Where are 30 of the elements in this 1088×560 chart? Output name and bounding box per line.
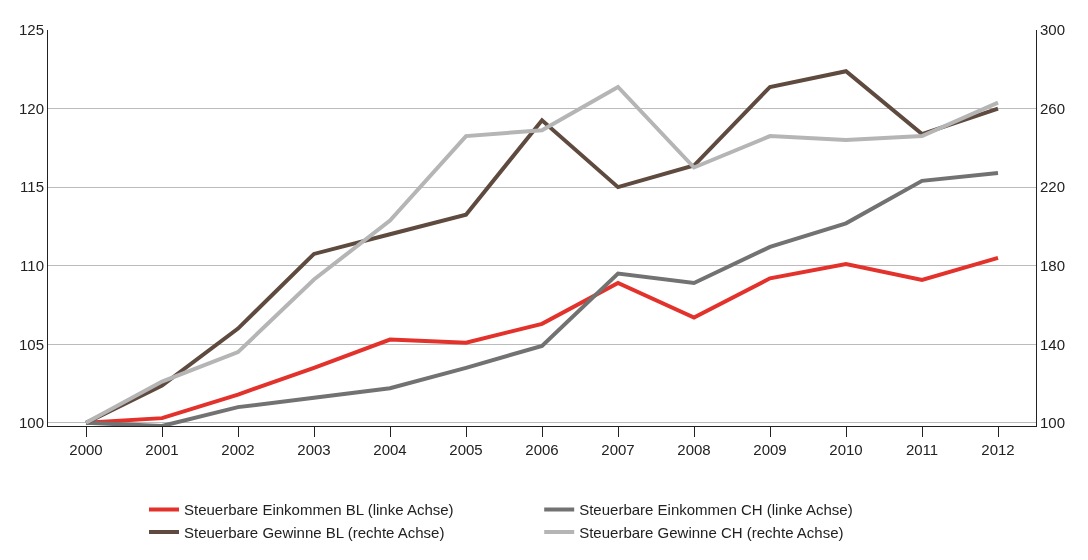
x-tick-label: 2012 bbox=[981, 441, 1015, 458]
x-tick-label: 2009 bbox=[753, 441, 787, 458]
legend-label: Steuerbare Gewinne CH (rechte Achse) bbox=[579, 523, 844, 541]
y-tick-label: 105 bbox=[18, 335, 44, 353]
y2-tick-label: 180 bbox=[1040, 256, 1066, 274]
x-tick-label: 2007 bbox=[601, 441, 635, 458]
y-tick-label: 120 bbox=[18, 99, 44, 117]
legend-label: Steuerbare Gewinne BL (rechte Achse) bbox=[184, 523, 445, 541]
y-tick-label: 100 bbox=[18, 414, 44, 432]
x-tick-label: 2011 bbox=[905, 441, 939, 458]
x-tick-label: 2001 bbox=[145, 441, 179, 458]
x-tick-label: 2003 bbox=[297, 441, 331, 458]
y-tick-label: 110 bbox=[20, 256, 44, 274]
x-tick-label: 2005 bbox=[449, 441, 483, 458]
y2-tick-label: 100 bbox=[1040, 414, 1066, 432]
x-tick-label: 2010 bbox=[829, 441, 863, 458]
x-tick-label: 2004 bbox=[373, 441, 407, 458]
y-tick-label: 115 bbox=[20, 178, 44, 196]
y2-tick-label: 300 bbox=[1040, 21, 1066, 39]
line-series bbox=[84, 171, 1000, 426]
x-tick-label: 2008 bbox=[677, 441, 711, 458]
legend-label: Steuerbare Einkommen BL (linke Achse) bbox=[184, 501, 454, 519]
x-tick-label: 2000 bbox=[69, 441, 103, 458]
legend-label: Steuerbare Einkommen CH (linke Achse) bbox=[579, 501, 853, 519]
x-tick-label: 2002 bbox=[221, 441, 255, 458]
y2-tick-label: 140 bbox=[1040, 335, 1066, 353]
x-tick-label: 2006 bbox=[525, 441, 559, 458]
y2-tick-label: 220 bbox=[1040, 178, 1066, 196]
y2-tick-label: 260 bbox=[1040, 99, 1066, 117]
y-tick-label: 125 bbox=[18, 21, 44, 39]
